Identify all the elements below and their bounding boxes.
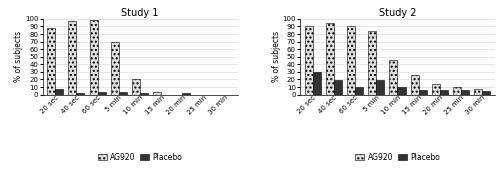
Bar: [182, 93, 190, 95]
Bar: [453, 87, 461, 95]
Bar: [347, 26, 355, 95]
Bar: [98, 92, 106, 95]
Bar: [418, 90, 426, 95]
Bar: [140, 93, 148, 95]
Bar: [76, 93, 84, 95]
Bar: [376, 80, 384, 95]
Bar: [304, 26, 312, 95]
Title: Study 2: Study 2: [378, 8, 416, 18]
Bar: [90, 20, 98, 95]
Bar: [398, 87, 406, 95]
Bar: [111, 42, 119, 95]
Title: Study 1: Study 1: [122, 8, 158, 18]
Bar: [482, 91, 490, 95]
Bar: [432, 84, 440, 95]
Bar: [326, 23, 334, 95]
Bar: [355, 87, 363, 95]
Legend: AG920, Placebo: AG920, Placebo: [98, 153, 182, 162]
Bar: [153, 92, 161, 95]
Y-axis label: % of subjects: % of subjects: [14, 31, 24, 82]
Bar: [461, 90, 469, 95]
Bar: [132, 79, 140, 95]
Y-axis label: % of subjects: % of subjects: [272, 31, 281, 82]
Bar: [119, 92, 127, 95]
Bar: [368, 31, 376, 95]
Bar: [312, 72, 320, 95]
Bar: [474, 89, 482, 95]
Legend: AG920, Placebo: AG920, Placebo: [356, 153, 440, 162]
Bar: [55, 89, 64, 95]
Bar: [410, 75, 418, 95]
Bar: [390, 60, 398, 95]
Bar: [334, 80, 342, 95]
Bar: [47, 28, 55, 95]
Bar: [68, 21, 76, 95]
Bar: [440, 90, 448, 95]
